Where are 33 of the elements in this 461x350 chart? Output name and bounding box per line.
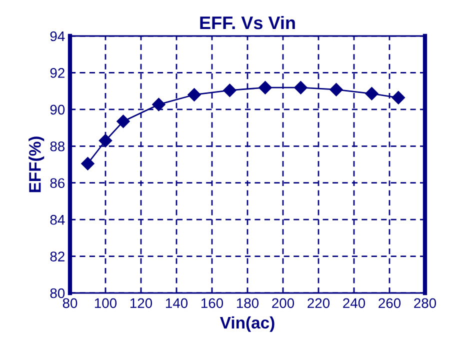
y-axis-title: EFF(%)	[28, 136, 44, 192]
y-tick-label: 82	[50, 252, 64, 262]
y-tick-label: 92	[50, 68, 64, 78]
x-tick-label: 80	[62, 298, 78, 308]
x-tick-label: 160	[201, 298, 224, 308]
point	[81, 156, 94, 170]
point	[365, 87, 378, 100]
x-tick-label: 120	[130, 298, 152, 308]
y-tick-label: 80	[50, 288, 65, 298]
point	[223, 84, 236, 97]
x-tick-label: 140	[166, 298, 188, 308]
point	[98, 134, 112, 148]
y-tick-label: 88	[50, 141, 65, 152]
y-tick-label: 84	[50, 214, 65, 225]
y-tick-label: 86	[50, 178, 65, 188]
x-tick-label: 280	[414, 298, 436, 308]
point	[294, 80, 308, 94]
x-tick-label: 200	[272, 298, 294, 308]
x-tick-label: 260	[378, 298, 401, 308]
y-tick-label: 90	[50, 104, 65, 115]
x-axis-title: Vin(ac)	[220, 316, 274, 332]
y-tick-label: 94	[50, 31, 65, 42]
point	[188, 88, 201, 102]
point	[116, 114, 130, 128]
chart-title: EFF. Vs Vin	[200, 16, 295, 30]
point	[330, 83, 343, 96]
x-tick-label: 100	[94, 298, 117, 308]
point	[392, 91, 405, 104]
point	[258, 80, 272, 94]
point	[152, 98, 166, 112]
x-tick-label: 240	[343, 298, 366, 308]
x-tick-label: 180	[236, 298, 259, 308]
x-tick-label: 220	[308, 298, 330, 308]
